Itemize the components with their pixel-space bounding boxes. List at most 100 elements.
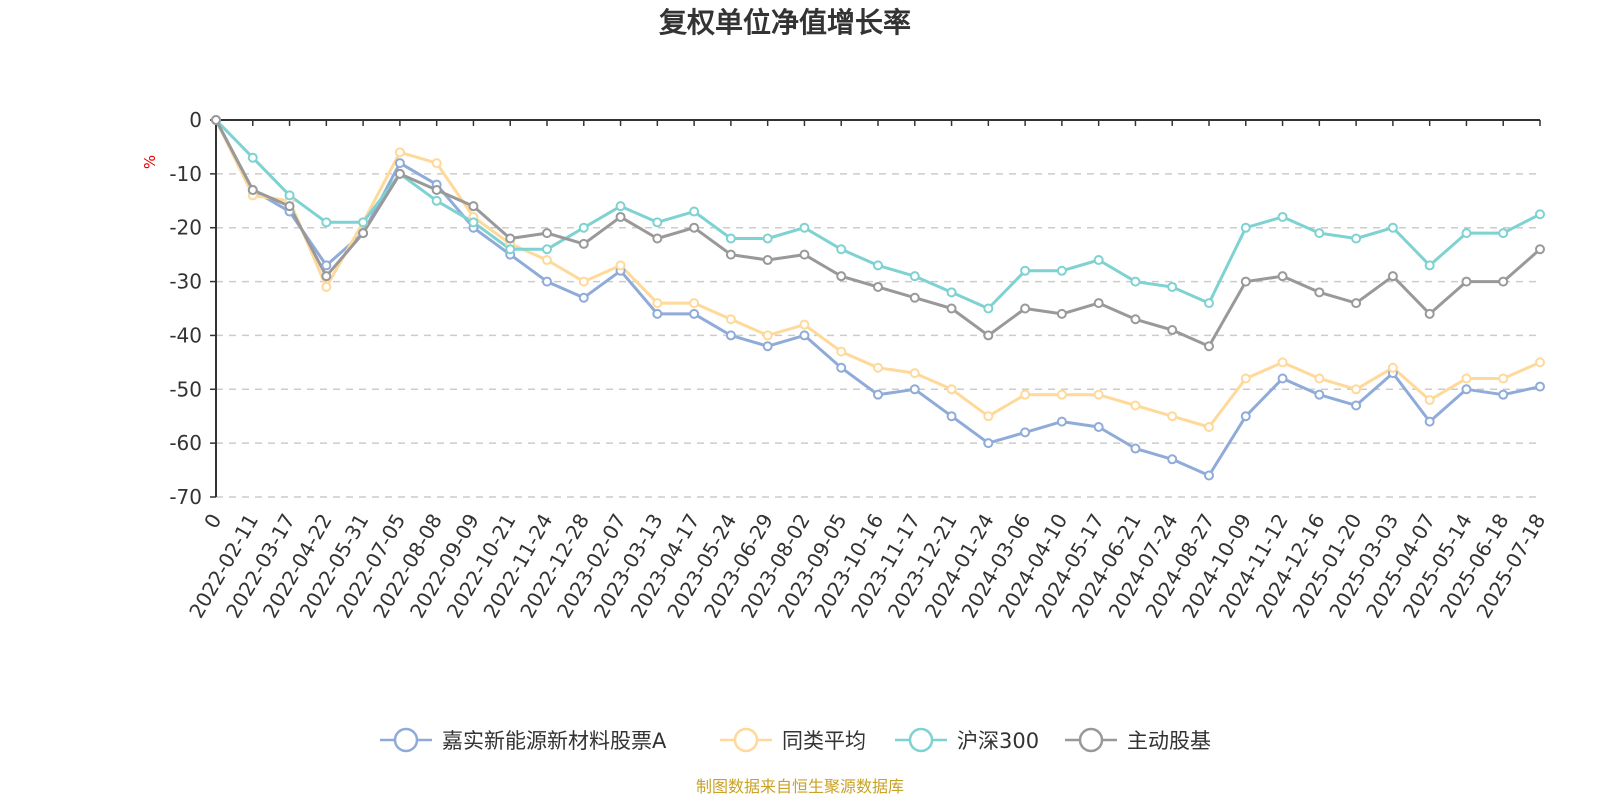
data-point[interactable] bbox=[431, 195, 442, 206]
legend-item[interactable]: 沪深300 bbox=[895, 727, 1039, 753]
data-point[interactable] bbox=[1424, 260, 1435, 271]
data-point[interactable] bbox=[358, 228, 369, 239]
data-point[interactable] bbox=[1535, 209, 1545, 220]
data-point[interactable] bbox=[1314, 373, 1325, 384]
data-point[interactable] bbox=[983, 330, 994, 341]
data-point[interactable] bbox=[1020, 389, 1031, 400]
data-point[interactable] bbox=[1535, 244, 1545, 255]
data-point[interactable] bbox=[1461, 276, 1472, 287]
data-point[interactable] bbox=[1093, 255, 1104, 266]
data-point[interactable] bbox=[1535, 357, 1545, 368]
data-point[interactable] bbox=[468, 201, 479, 212]
data-point[interactable] bbox=[1535, 381, 1545, 392]
data-point[interactable] bbox=[762, 233, 773, 244]
legend-item[interactable]: 同类平均 bbox=[720, 727, 866, 753]
data-point[interactable] bbox=[431, 185, 442, 196]
data-point[interactable] bbox=[1498, 389, 1509, 400]
data-point[interactable] bbox=[836, 244, 847, 255]
data-point[interactable] bbox=[1424, 416, 1435, 427]
data-point[interactable] bbox=[1167, 325, 1178, 336]
data-point[interactable] bbox=[284, 201, 295, 212]
data-point[interactable] bbox=[1056, 265, 1067, 276]
data-point[interactable] bbox=[542, 255, 552, 266]
data-point[interactable] bbox=[725, 314, 736, 325]
data-point[interactable] bbox=[725, 233, 736, 244]
data-point[interactable] bbox=[652, 233, 663, 244]
data-point[interactable] bbox=[1277, 373, 1288, 384]
data-point[interactable] bbox=[873, 389, 883, 400]
data-point[interactable] bbox=[946, 411, 957, 422]
data-point[interactable] bbox=[689, 308, 700, 319]
data-point[interactable] bbox=[1387, 362, 1398, 373]
data-point[interactable] bbox=[1167, 454, 1178, 465]
data-point[interactable] bbox=[578, 238, 589, 249]
data-point[interactable] bbox=[1351, 400, 1362, 411]
data-point[interactable] bbox=[578, 222, 589, 233]
data-point[interactable] bbox=[983, 438, 994, 449]
data-point[interactable] bbox=[1314, 389, 1325, 400]
data-point[interactable] bbox=[762, 330, 773, 341]
data-point[interactable] bbox=[1277, 211, 1288, 222]
data-point[interactable] bbox=[505, 244, 516, 255]
data-point[interactable] bbox=[1240, 411, 1251, 422]
data-point[interactable] bbox=[799, 249, 810, 260]
data-point[interactable] bbox=[321, 281, 332, 292]
data-point[interactable] bbox=[1240, 222, 1251, 233]
data-point[interactable] bbox=[1056, 389, 1067, 400]
data-point[interactable] bbox=[1130, 400, 1141, 411]
data-point[interactable] bbox=[689, 206, 700, 217]
data-point[interactable] bbox=[652, 298, 663, 309]
data-point[interactable] bbox=[542, 244, 552, 255]
legend-item[interactable]: 主动股基 bbox=[1065, 727, 1211, 753]
data-point[interactable] bbox=[1498, 373, 1509, 384]
data-point[interactable] bbox=[394, 168, 405, 179]
data-point[interactable] bbox=[321, 217, 332, 228]
data-point[interactable] bbox=[1277, 357, 1288, 368]
data-point[interactable] bbox=[1093, 298, 1104, 309]
data-point[interactable] bbox=[321, 260, 332, 271]
data-point[interactable] bbox=[762, 341, 773, 352]
data-point[interactable] bbox=[1424, 395, 1435, 406]
data-point[interactable] bbox=[836, 346, 847, 357]
data-point[interactable] bbox=[1130, 314, 1141, 325]
data-point[interactable] bbox=[799, 222, 810, 233]
data-point[interactable] bbox=[762, 255, 773, 266]
data-point[interactable] bbox=[689, 298, 700, 309]
data-point[interactable] bbox=[615, 260, 626, 271]
data-point[interactable] bbox=[946, 303, 957, 314]
data-point[interactable] bbox=[909, 368, 920, 379]
data-point[interactable] bbox=[1204, 470, 1214, 481]
data-point[interactable] bbox=[1167, 281, 1178, 292]
data-point[interactable] bbox=[542, 228, 552, 239]
data-point[interactable] bbox=[615, 201, 626, 212]
data-point[interactable] bbox=[1204, 421, 1214, 432]
data-point[interactable] bbox=[358, 217, 369, 228]
data-point[interactable] bbox=[284, 190, 295, 201]
legend[interactable]: 嘉实新能源新材料股票A 同类平均 沪深300 主动股基 bbox=[380, 727, 1211, 753]
data-point[interactable] bbox=[1093, 389, 1104, 400]
data-point[interactable] bbox=[689, 222, 700, 233]
data-point[interactable] bbox=[247, 152, 258, 163]
data-point[interactable] bbox=[909, 271, 920, 282]
data-point[interactable] bbox=[247, 185, 258, 196]
data-point[interactable] bbox=[321, 271, 332, 282]
data-point[interactable] bbox=[1387, 271, 1398, 282]
data-point[interactable] bbox=[799, 319, 810, 330]
data-point[interactable] bbox=[946, 287, 957, 298]
data-point[interactable] bbox=[983, 411, 994, 422]
data-point[interactable] bbox=[1130, 276, 1141, 287]
data-point[interactable] bbox=[725, 330, 736, 341]
data-point[interactable] bbox=[1314, 228, 1325, 239]
data-point[interactable] bbox=[725, 249, 736, 260]
data-point[interactable] bbox=[1461, 373, 1472, 384]
data-point[interactable] bbox=[1056, 308, 1067, 319]
data-point[interactable] bbox=[873, 362, 883, 373]
data-point[interactable] bbox=[1240, 276, 1251, 287]
data-point[interactable] bbox=[799, 330, 810, 341]
data-point[interactable] bbox=[873, 260, 883, 271]
data-point[interactable] bbox=[909, 292, 920, 303]
data-point[interactable] bbox=[578, 276, 589, 287]
data-point[interactable] bbox=[836, 362, 847, 373]
data-point[interactable] bbox=[983, 303, 994, 314]
data-point[interactable] bbox=[1020, 303, 1031, 314]
